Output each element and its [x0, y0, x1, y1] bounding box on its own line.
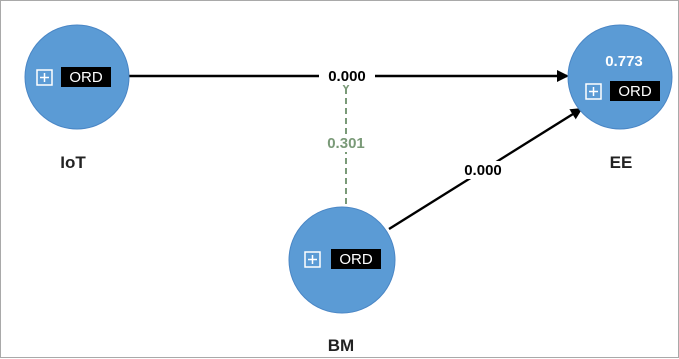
- expand-icon[interactable]: [36, 69, 53, 86]
- node-ee[interactable]: 0.773 ORD: [567, 24, 673, 130]
- ord-tag-bg: [331, 249, 381, 269]
- ord-tag-bg: [61, 67, 111, 87]
- node-ee-circle[interactable]: [567, 24, 673, 130]
- ord-tag: ORD: [618, 83, 652, 100]
- expand-icon[interactable]: [304, 251, 321, 268]
- ord-tag: ORD: [339, 251, 373, 268]
- node-iot[interactable]: ORD: [24, 24, 130, 130]
- node-bm[interactable]: ORD: [288, 206, 396, 314]
- coef-bm-ee: 0.000: [464, 162, 502, 179]
- node-bm-label: BM: [328, 336, 354, 355]
- r-squared-value: 0.773: [605, 53, 643, 70]
- expand-icon[interactable]: [585, 83, 602, 100]
- node-ee-label: EE: [610, 153, 633, 172]
- coef-iot-ee: 0.000: [328, 68, 366, 85]
- coef-moderation-bg: [319, 134, 373, 152]
- coef-bm-ee-bg: [455, 161, 511, 179]
- ord-tag: ORD: [69, 69, 103, 86]
- ord-tag-bg: [610, 81, 660, 101]
- node-iot-label: IoT: [60, 153, 86, 172]
- coef-iot-ee-bg: [319, 67, 375, 85]
- coef-moderation: 0.301: [327, 135, 365, 152]
